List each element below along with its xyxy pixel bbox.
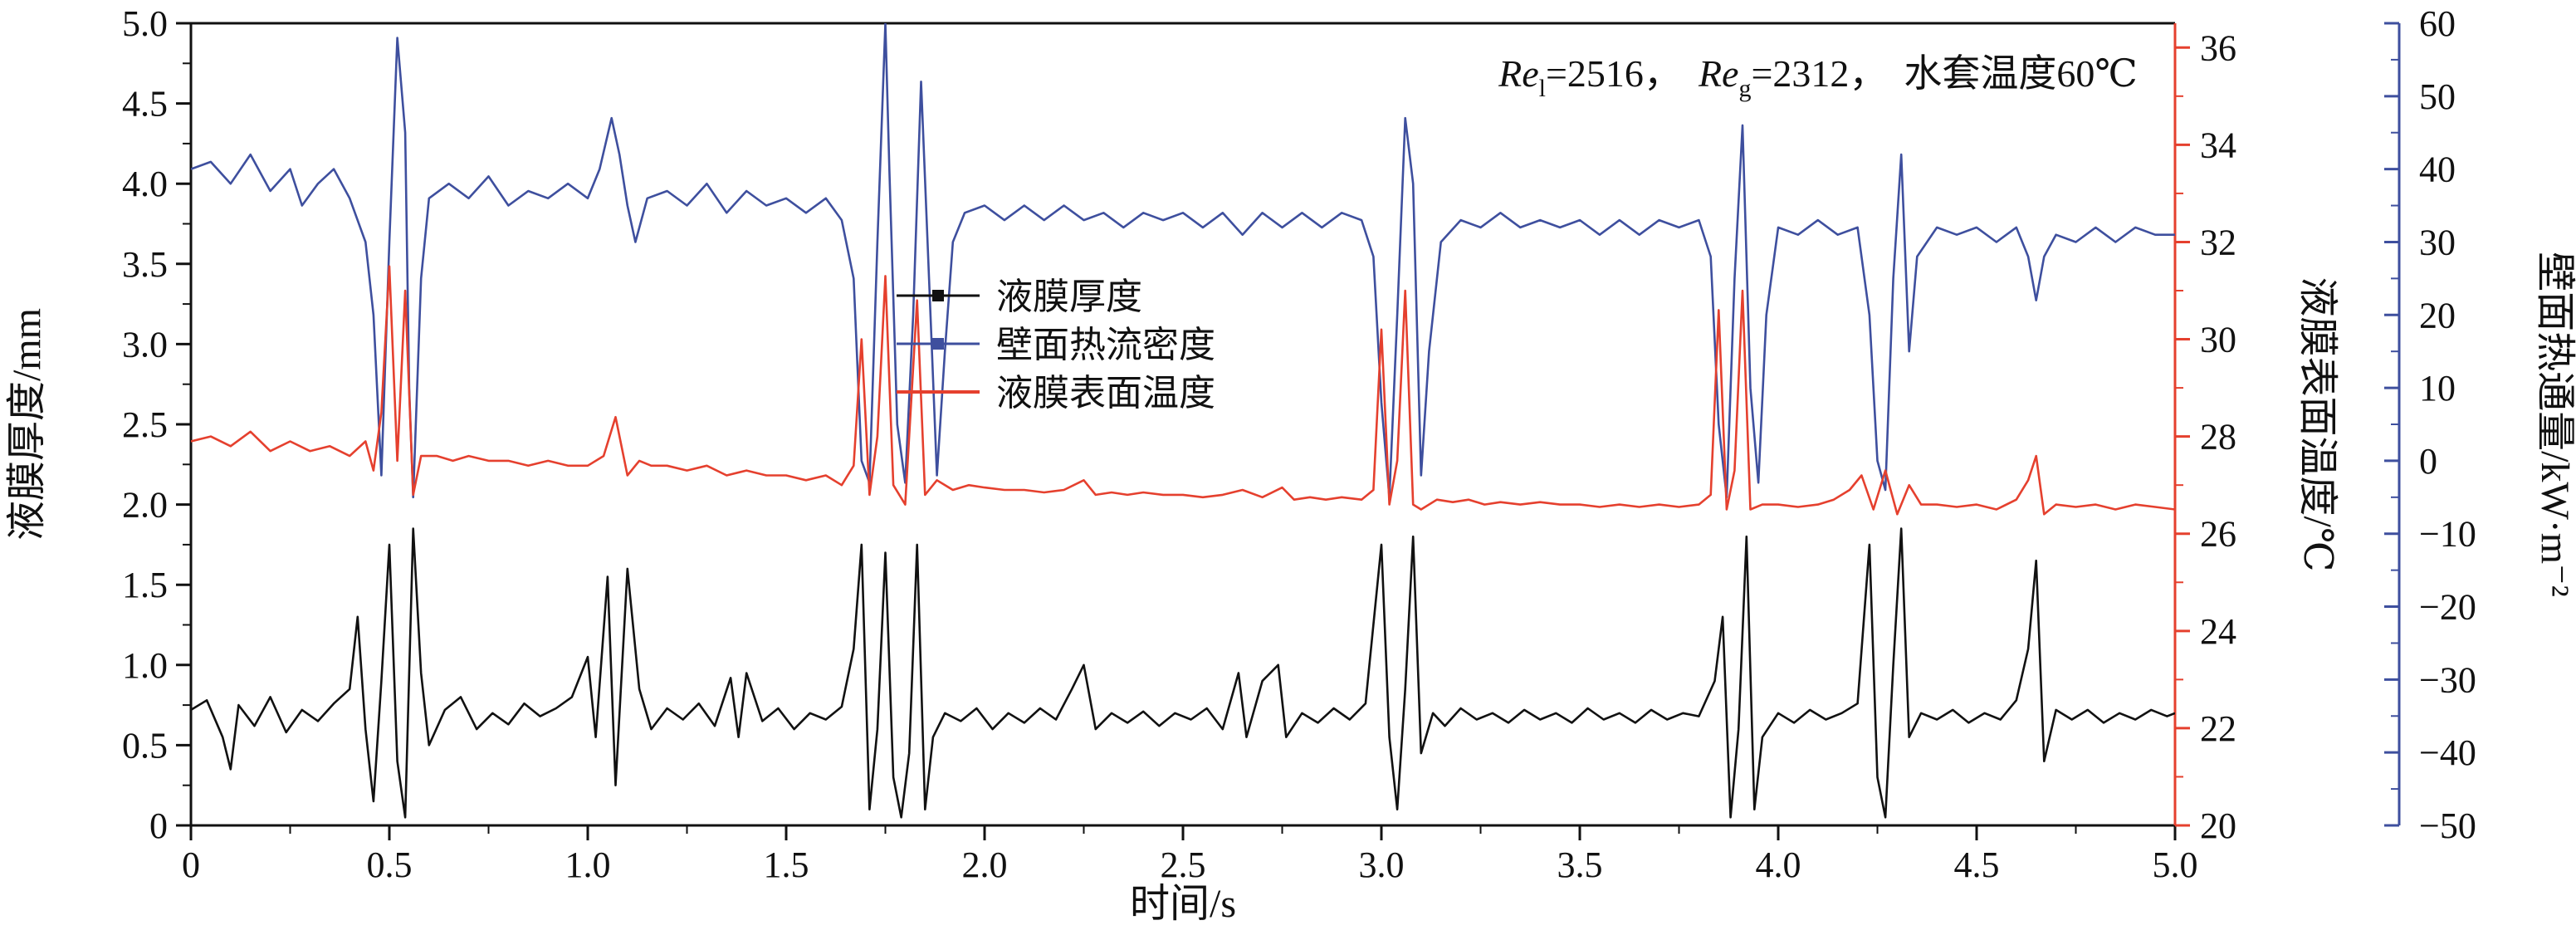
y-right-temp-tick-label: 30 [2200,320,2236,360]
x-tick-label: 4.5 [1954,845,2000,885]
y-left-tick-label: 4.5 [122,84,168,125]
y-right-flux-tick-label: 10 [2419,368,2456,409]
y-right-temp-tick-label: 36 [2200,27,2236,68]
y-right-flux-axis-title: 壁面热通量/kW·m⁻² [2533,252,2576,597]
series-film-thickness [191,527,2175,819]
y-left-axis-title: 液膜厚度/mm [5,308,49,541]
y-right-flux-tick-label: 20 [2419,295,2456,335]
y-right-temp-tick-label: 32 [2200,222,2236,262]
legend-label-film-thickness: 液膜厚度 [996,277,1142,317]
y-right-temp-tick-label: 24 [2200,611,2236,652]
series-film-surface-temperature [191,265,2175,516]
x-tick-label: 0 [182,845,200,885]
series-wall-heat-flux [191,23,2175,499]
x-tick-label: 2.5 [1161,845,1206,885]
annotation-jacket-temperature: 水套温度60℃ [1904,52,2137,95]
y-right-flux-tick-label: −30 [2419,659,2476,700]
y-right-flux-tick-label: −10 [2419,514,2476,555]
y-right-temp-tick-label: 28 [2200,417,2236,458]
y-right-temp-axis-title: 液膜表面温度/℃ [2295,277,2339,571]
y-right-flux-tick-label: 0 [2419,441,2437,482]
legend: 液膜厚度 壁面热流密度 液膜表面温度 [897,277,1215,414]
legend-marker-wall-heat-flux [932,338,944,350]
annotation-re-liquid-subscript: l [1539,75,1546,102]
x-tick-label: 1.5 [764,845,809,885]
legend-marker-film-thickness [932,290,944,301]
y-left-tick-label: 3.0 [122,324,168,365]
x-tick-label: 0.5 [367,845,413,885]
y-left-tick-label: 1.5 [122,565,168,605]
y-right-temp-tick-label: 20 [2200,805,2236,846]
y-right-flux-tick-label: −50 [2419,805,2476,846]
y-left-tick-label: 0 [149,805,168,846]
legend-label-film-surface-temperature: 液膜表面温度 [996,373,1215,414]
annotation-re-gas-value: =2312， [1751,52,1887,95]
y-right-flux-tick-label: −40 [2419,732,2476,773]
y-left-tick-label: 2.0 [122,485,168,526]
y-right-flux-tick-label: 50 [2419,76,2456,117]
y-right-flux-tick-label: 60 [2419,3,2456,44]
annotation-re-liquid-value: =2516， [1546,52,1682,95]
series-layer [191,23,2175,819]
legend-label-wall-heat-flux: 壁面热流密度 [996,325,1215,365]
y-right-temp-tick-label: 22 [2200,708,2236,749]
y-left-tick-label: 3.5 [122,244,168,285]
x-axis-title: 时间/s [1130,882,1236,926]
y-right-temp-tick-label: 34 [2200,125,2236,165]
x-tick-label: 2.0 [962,845,1008,885]
axes-layer: 0 0.5 1.0 1.5 2.0 2.5 3.0 3.5 4.0 4.5 5.0 0 0.5 1.0 1.… [122,3,2476,885]
x-tick-label: 1.0 [565,845,611,885]
condition-annotation: Rel=2516， Reg=2312， 水套温度60℃ [1498,52,2138,102]
annotation-re-liquid: Re [1498,52,1539,95]
y-left-tick-label: 5.0 [122,3,168,44]
x-tick-label: 3.5 [1557,845,1603,885]
y-right-flux-tick-label: 30 [2419,222,2456,262]
annotation-re-gas: Re [1698,52,1739,95]
y-left-tick-label: 0.5 [122,725,168,766]
y-right-flux-tick-label: 40 [2419,149,2456,190]
y-left-tick-label: 2.5 [122,404,168,445]
x-tick-label: 4.0 [1756,845,1801,885]
y-right-temp-tick-label: 26 [2200,514,2236,555]
x-tick-label: 5.0 [2153,845,2198,885]
y-left-tick-label: 4.0 [122,164,168,204]
y-right-flux-tick-label: −20 [2419,587,2476,628]
labels-layer: 液膜厚度/mm 时间/s 液膜表面温度/℃ 壁面热通量/kW·m⁻² Rel=2… [5,52,2576,926]
annotation-re-gas-subscript: g [1738,75,1751,102]
x-tick-label: 3.0 [1359,845,1405,885]
y-left-tick-label: 1.0 [122,645,168,686]
